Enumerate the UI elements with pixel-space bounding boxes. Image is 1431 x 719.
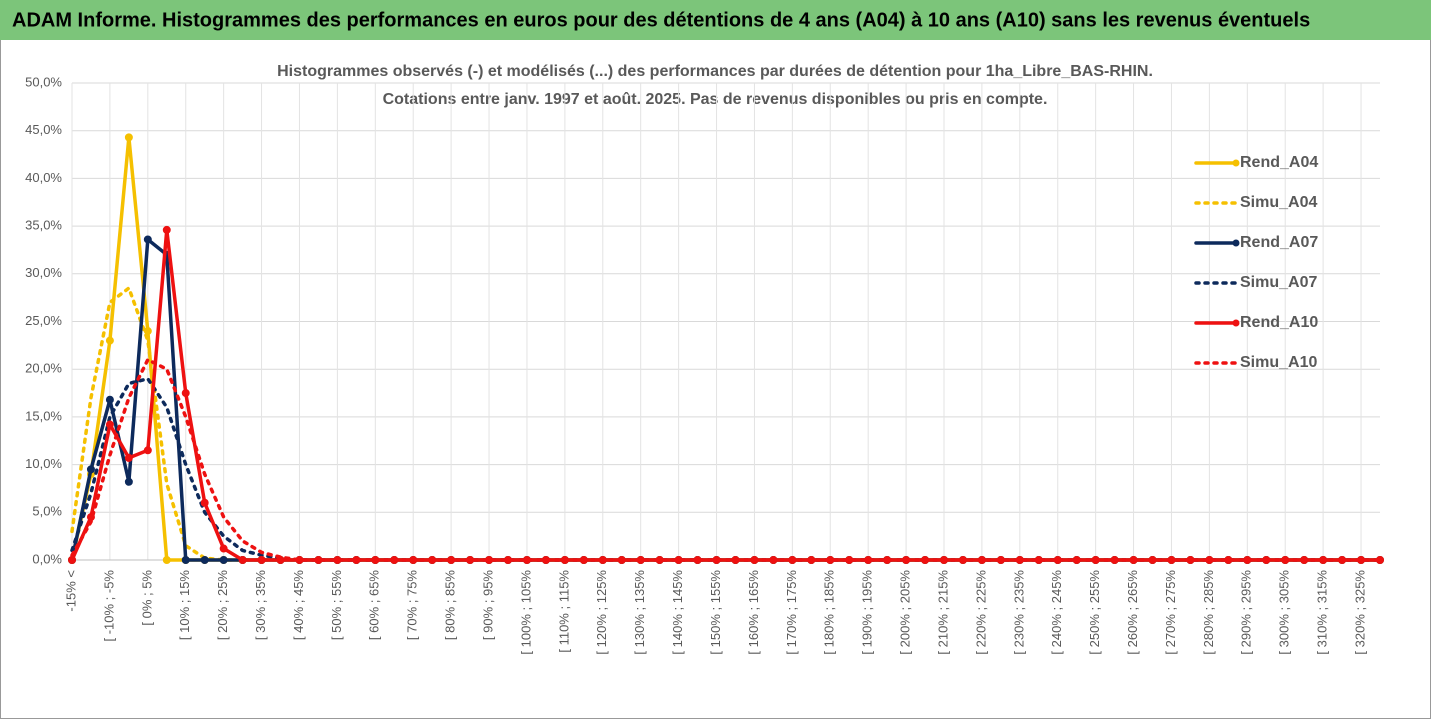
x-tick-label: [ 40% ; 45% — [291, 570, 306, 641]
point-marker — [219, 556, 228, 564]
x-tick-label: [ 80% ; 85% — [443, 570, 458, 641]
legend-marker — [1232, 159, 1240, 167]
y-tick-label: 0,0% — [32, 551, 62, 566]
point-marker — [124, 477, 133, 486]
legend-label: Simu_A10 — [1240, 354, 1317, 371]
x-tick-label: [ 220% ; 225% — [973, 570, 988, 655]
point-marker — [238, 556, 247, 564]
point-marker — [68, 556, 76, 564]
y-tick-label: 40,0% — [25, 170, 62, 185]
legend-label: Simu_A04 — [1240, 194, 1317, 211]
point-marker — [124, 133, 133, 142]
x-tick-label: [ 290% ; 295% — [1239, 570, 1254, 655]
x-tick-label: [ 300% ; 305% — [1277, 570, 1292, 655]
y-tick-label: 45,0% — [25, 122, 62, 137]
x-tick-label: [ 150% ; 155% — [708, 570, 723, 655]
x-tick-label: [ 30% ; 35% — [253, 570, 268, 641]
x-tick-label: [ 60% ; 65% — [367, 570, 382, 641]
x-tick-label: [ 70% ; 75% — [405, 570, 420, 641]
y-tick-label: 20,0% — [25, 361, 62, 376]
point-marker — [143, 235, 152, 244]
y-tick-label: 25,0% — [25, 313, 62, 328]
x-tick-label: -15% < — [63, 570, 78, 612]
legend-marker — [1232, 239, 1240, 247]
x-tick-label: [ 280% ; 285% — [1201, 570, 1216, 655]
x-tick-label: [ 240% ; 245% — [1049, 570, 1064, 655]
x-tick-label: [ 140% ; 145% — [670, 570, 685, 655]
x-tick-label: [ 250% ; 255% — [1087, 570, 1102, 655]
point-marker — [181, 389, 190, 398]
x-tick-label: [ 210% ; 215% — [935, 570, 950, 655]
x-tick-label: [ 180% ; 185% — [822, 570, 837, 655]
y-tick-label: 5,0% — [32, 504, 62, 519]
point-marker — [105, 420, 114, 429]
point-marker — [143, 446, 152, 455]
x-tick-label: [ 170% ; 175% — [784, 570, 799, 655]
series-line — [70, 357, 1382, 562]
point-marker — [105, 336, 114, 345]
x-tick-label: [ 270% ; 275% — [1163, 570, 1178, 655]
x-tick-label: [ 10% ; 15% — [177, 570, 192, 641]
point-marker — [162, 556, 171, 564]
legend-label: Rend_A10 — [1240, 314, 1318, 331]
x-tick-label: [ 20% ; 25% — [215, 570, 230, 641]
point-marker — [105, 395, 114, 404]
point-marker — [200, 556, 209, 564]
point-marker — [162, 225, 171, 234]
page-title: ADAM Informe. Histogrammes des performan… — [12, 9, 1310, 31]
point-marker — [124, 453, 133, 462]
point-marker — [200, 498, 209, 507]
x-tick-label: [ 90% ; 95% — [480, 570, 495, 641]
x-tick-label: [ 200% ; 205% — [898, 570, 913, 655]
chart-subtitle: Cotations entre janv. 1997 et août. 2025… — [383, 91, 1048, 108]
point-marker — [181, 556, 190, 564]
x-tick-label: [ 260% ; 265% — [1125, 570, 1140, 655]
chart-title: Histogrammes observés (-) et modélisés (… — [277, 63, 1153, 80]
x-tick-label: [ 190% ; 195% — [860, 570, 875, 655]
point-marker — [143, 327, 152, 336]
y-tick-label: 50,0% — [25, 74, 62, 89]
title-bar — [0, 0, 1431, 40]
legend-label: Simu_A07 — [1240, 274, 1317, 291]
x-tick-label: [ 320% ; 325% — [1352, 570, 1367, 655]
legend-marker — [1232, 319, 1240, 327]
x-tick-label: [ 160% ; 165% — [746, 570, 761, 655]
point-marker — [219, 544, 228, 553]
point-marker — [257, 556, 266, 564]
point-marker — [86, 465, 95, 474]
y-tick-label: 30,0% — [25, 265, 62, 280]
x-tick-label: [ 310% ; 315% — [1315, 570, 1330, 655]
x-tick-label: [ 230% ; 235% — [1011, 570, 1026, 655]
x-tick-label: [ 50% ; 55% — [329, 570, 344, 641]
legend-label: Rend_A07 — [1240, 234, 1318, 251]
x-tick-label: [ 110% ; 115% — [556, 570, 571, 653]
x-tick-label: [ 100% ; 105% — [518, 570, 533, 655]
y-tick-label: 10,0% — [25, 456, 62, 471]
y-tick-label: 35,0% — [25, 218, 62, 233]
x-tick-label: [ 130% ; 135% — [632, 570, 647, 655]
x-tick-label: [ -10% ; -5% — [101, 570, 116, 642]
y-tick-label: 15,0% — [25, 408, 62, 423]
x-tick-label: [ 0% ; 5% — [139, 570, 154, 626]
x-tick-label: [ 120% ; 125% — [594, 570, 609, 655]
legend-label: Rend_A04 — [1240, 154, 1318, 171]
